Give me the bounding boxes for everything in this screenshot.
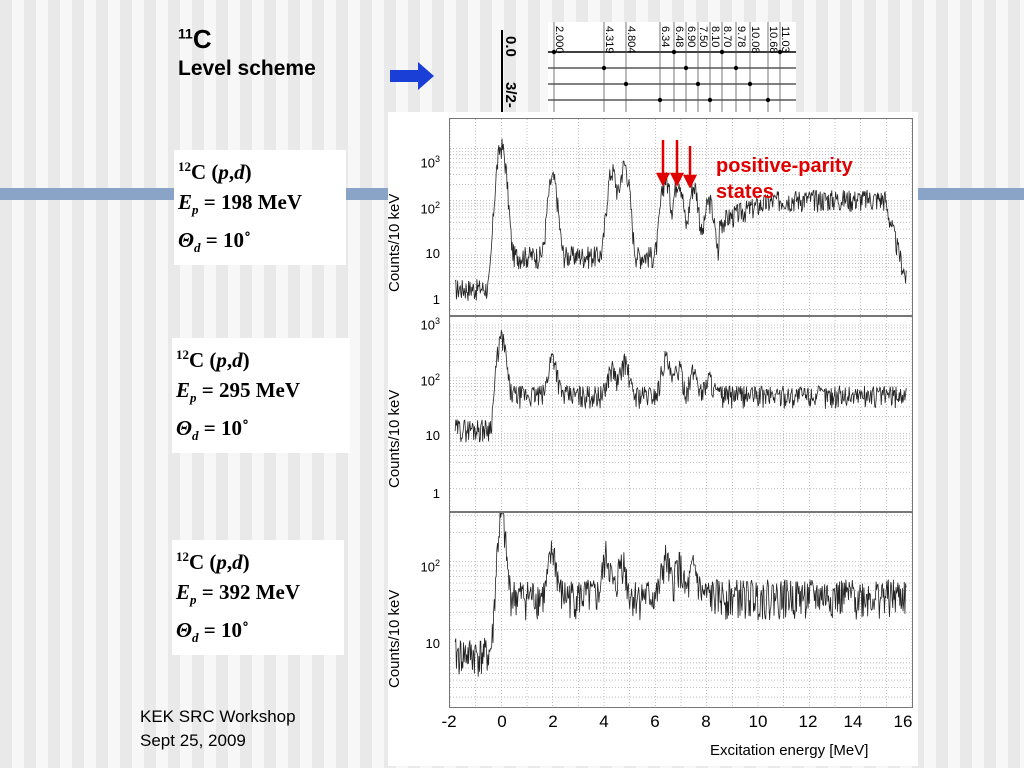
beam-energy: Ep = 198 MeV xyxy=(178,190,303,218)
level-scheme-diagram: 2.000 4.319 4.804 6.34 6.48 6.90 7.50 8.10 8.70 9… xyxy=(548,22,796,126)
y-tick: 102 xyxy=(420,200,440,217)
level-dot xyxy=(657,97,663,103)
level-dot xyxy=(719,49,725,55)
level-energy-label: 10.68 xyxy=(767,26,779,54)
x-tick: 12 xyxy=(798,712,818,731)
slide-title: 11C Level scheme xyxy=(178,24,316,80)
spectrum-panel-198 xyxy=(449,118,913,316)
level-dot xyxy=(671,49,677,55)
y-tick: 1 xyxy=(432,292,440,307)
spectrum-panel-295 xyxy=(449,316,913,512)
y-tick: 103 xyxy=(420,154,440,171)
level-energy-label: 4.319 xyxy=(603,26,615,54)
ground-energy: 0.0 xyxy=(502,36,519,57)
x-tick: 6 xyxy=(650,712,660,731)
level-dot xyxy=(733,65,739,71)
level-dot xyxy=(707,97,713,103)
level-energy-label: 2.000 xyxy=(553,26,565,54)
footer: KEK SRC Workshop Sept 25, 2009 xyxy=(140,705,296,753)
x-tick: 4 xyxy=(599,712,609,731)
y-tick: 102 xyxy=(420,372,440,389)
y-tick: 10 xyxy=(425,246,440,261)
reaction-label: 12C (p,d) xyxy=(176,549,250,574)
y-tick: 10 xyxy=(425,636,440,651)
footer-workshop: KEK SRC Workshop xyxy=(140,707,296,726)
y-tick: 1 xyxy=(432,486,440,501)
level-energy-label: 10.08 xyxy=(749,26,761,54)
x-tick: 2 xyxy=(548,712,558,731)
scattering-angle: Θd = 10˚ xyxy=(176,618,249,646)
level-dot xyxy=(765,97,771,103)
beam-energy: Ep = 295 MeV xyxy=(176,378,301,406)
spectrum-panel-392 xyxy=(449,512,913,708)
ground-spin: 3/2- xyxy=(502,82,519,108)
y-tick: 10 xyxy=(425,428,440,443)
x-tick: 10 xyxy=(748,712,768,731)
x-tick: 16 xyxy=(893,712,913,731)
y-tick: 102 xyxy=(420,558,440,575)
positive-parity-annotation: positive-parity states xyxy=(716,155,853,203)
red-arrows-icon xyxy=(655,140,698,188)
spectrum-line xyxy=(454,330,907,443)
level-dot xyxy=(777,49,783,55)
x-tick: -2 xyxy=(441,712,457,731)
level-energy-label: 6.90 xyxy=(685,26,697,47)
condition-box-392: 12C (p,d) Ep = 392 MeV Θd = 10˚ xyxy=(172,540,344,656)
level-dot xyxy=(747,81,753,87)
x-axis-label: Excitation energy [MeV] xyxy=(710,742,869,759)
level-energy-label: 9.78 xyxy=(735,26,747,47)
slide-subtitle: Level scheme xyxy=(178,57,316,80)
level-dot xyxy=(623,81,629,87)
beam-energy: Ep = 392 MeV xyxy=(176,580,301,608)
level-dot xyxy=(601,65,607,71)
level-dot xyxy=(683,65,689,71)
reaction-label: 12C (p,d) xyxy=(178,159,252,184)
condition-box-295: 12C (p,d) Ep = 295 MeV Θd = 10˚ xyxy=(172,338,350,454)
scattering-angle: Θd = 10˚ xyxy=(176,416,249,444)
level-energy-label: 11.03 xyxy=(779,26,791,53)
right-arrow-icon xyxy=(390,62,434,90)
level-dot xyxy=(551,49,557,55)
reaction-label: 12C (p,d) xyxy=(176,347,250,372)
level-energy-label: 7.50 xyxy=(697,26,709,47)
level-energy-label: 4.804 xyxy=(625,26,637,54)
spectrum-line xyxy=(454,138,907,301)
level-energy-label: 6.48 xyxy=(673,26,685,47)
x-tick: 14 xyxy=(843,712,863,731)
scattering-angle: Θd = 10˚ xyxy=(178,228,251,256)
spectrum-line xyxy=(454,513,907,677)
level-energy-label: 8.10 xyxy=(709,26,721,47)
level-energy-label: 6.34 xyxy=(659,26,671,47)
level-dot xyxy=(695,81,701,87)
level-energy-label: 8.70 xyxy=(721,26,733,47)
condition-box-198: 12C (p,d) Ep = 198 MeV Θd = 10˚ xyxy=(174,150,346,266)
y-tick: 103 xyxy=(420,316,440,333)
footer-date: Sept 25, 2009 xyxy=(140,731,246,750)
x-tick: 0 xyxy=(497,712,507,731)
x-tick: 8 xyxy=(701,712,711,731)
